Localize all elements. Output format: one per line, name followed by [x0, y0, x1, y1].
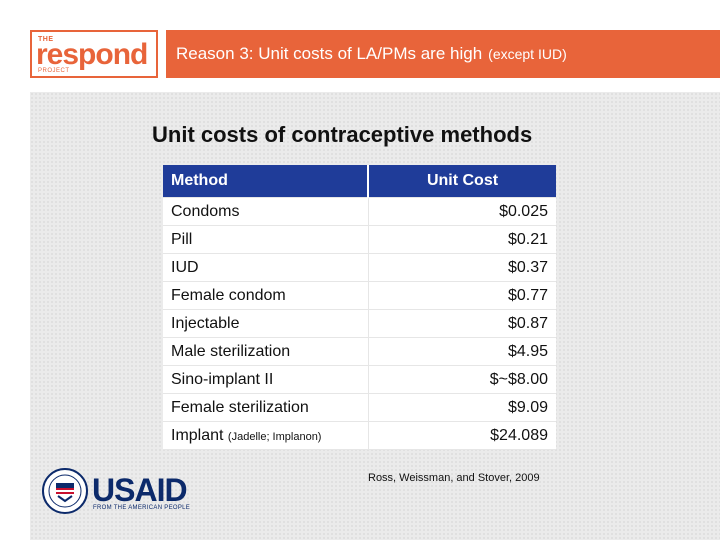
unit-cost-table: Method Unit Cost Condoms $0.025 Pill $0.21 I… — [163, 165, 556, 450]
table-row: Pill $0.21 — [163, 225, 556, 254]
column-header-method: Method — [163, 165, 368, 198]
method-cell: Female condom — [163, 281, 369, 310]
method-name: Male sterilization — [171, 342, 291, 360]
method-cell: Injectable — [163, 309, 369, 338]
unit-cost-cell: $4.95 — [368, 337, 556, 366]
method-cell: IUD — [163, 253, 369, 282]
unit-cost-cell: $0.025 — [368, 197, 556, 226]
usaid-wordmark: USAID — [92, 472, 188, 508]
method-name: Condoms — [171, 202, 240, 220]
method-name: Injectable — [171, 314, 240, 332]
slide-title-bar: Reason 3: Unit costs of LA/PMs are high … — [166, 30, 720, 78]
method-cell: Condoms — [163, 197, 369, 226]
method-name: Implant — [171, 426, 224, 444]
citation: Ross, Weissman, and Stover, 2009 — [368, 472, 540, 484]
unit-cost-cell: $9.09 — [368, 393, 556, 422]
logo-project-text: PROJECT — [38, 68, 70, 74]
table-row: Female condom $0.77 — [163, 281, 556, 310]
table-row: Sino-implant II $~$8.00 — [163, 365, 556, 394]
method-cell: Implant (Jadelle; Implanon) — [163, 421, 369, 450]
unit-cost-cell: $24.089 — [368, 421, 556, 450]
method-cell: Male sterilization — [163, 337, 369, 366]
logo-wordmark: respond — [36, 38, 148, 71]
unit-cost-cell: $0.87 — [368, 309, 556, 338]
method-name: Female condom — [171, 286, 286, 304]
table-row: Implant (Jadelle; Implanon) $24.089 — [163, 421, 556, 450]
method-name: Pill — [171, 230, 193, 248]
method-cell: Female sterilization — [163, 393, 369, 422]
slide-subtitle: (except IUD) — [488, 46, 567, 62]
method-cell: Pill — [163, 225, 369, 254]
table-body: Condoms $0.025 Pill $0.21 IUD $0.37 Female con… — [163, 197, 556, 450]
method-cell: Sino-implant II — [163, 365, 369, 394]
logo-the-text: THE — [38, 36, 54, 43]
table-row: Injectable $0.87 — [163, 309, 556, 338]
usaid-seal-icon — [42, 468, 88, 514]
respond-project-logo: respond PROJECT THE — [30, 30, 158, 78]
method-name: Sino-implant II — [171, 370, 274, 388]
table-row: Female sterilization $9.09 — [163, 393, 556, 422]
unit-cost-cell: $0.21 — [368, 225, 556, 254]
slide-title: Reason 3: Unit costs of LA/PMs are high — [176, 44, 483, 63]
unit-cost-cell: $0.77 — [368, 281, 556, 310]
table-row: Condoms $0.025 — [163, 197, 556, 226]
method-name: IUD — [171, 258, 199, 276]
method-note: (Jadelle; Implanon) — [227, 430, 322, 443]
unit-cost-cell: $~$8.00 — [368, 365, 556, 394]
column-header-unit-cost: Unit Cost — [367, 165, 556, 198]
table-row: Male sterilization $4.95 — [163, 337, 556, 366]
table-header-row: Method Unit Cost — [163, 165, 556, 198]
table-title: Unit costs of contraceptive methods — [152, 122, 533, 147]
usaid-tagline: FROM THE AMERICAN PEOPLE — [93, 505, 191, 511]
table-row: IUD $0.37 — [163, 253, 556, 282]
method-name: Female sterilization — [171, 398, 309, 416]
unit-cost-cell: $0.37 — [368, 253, 556, 282]
